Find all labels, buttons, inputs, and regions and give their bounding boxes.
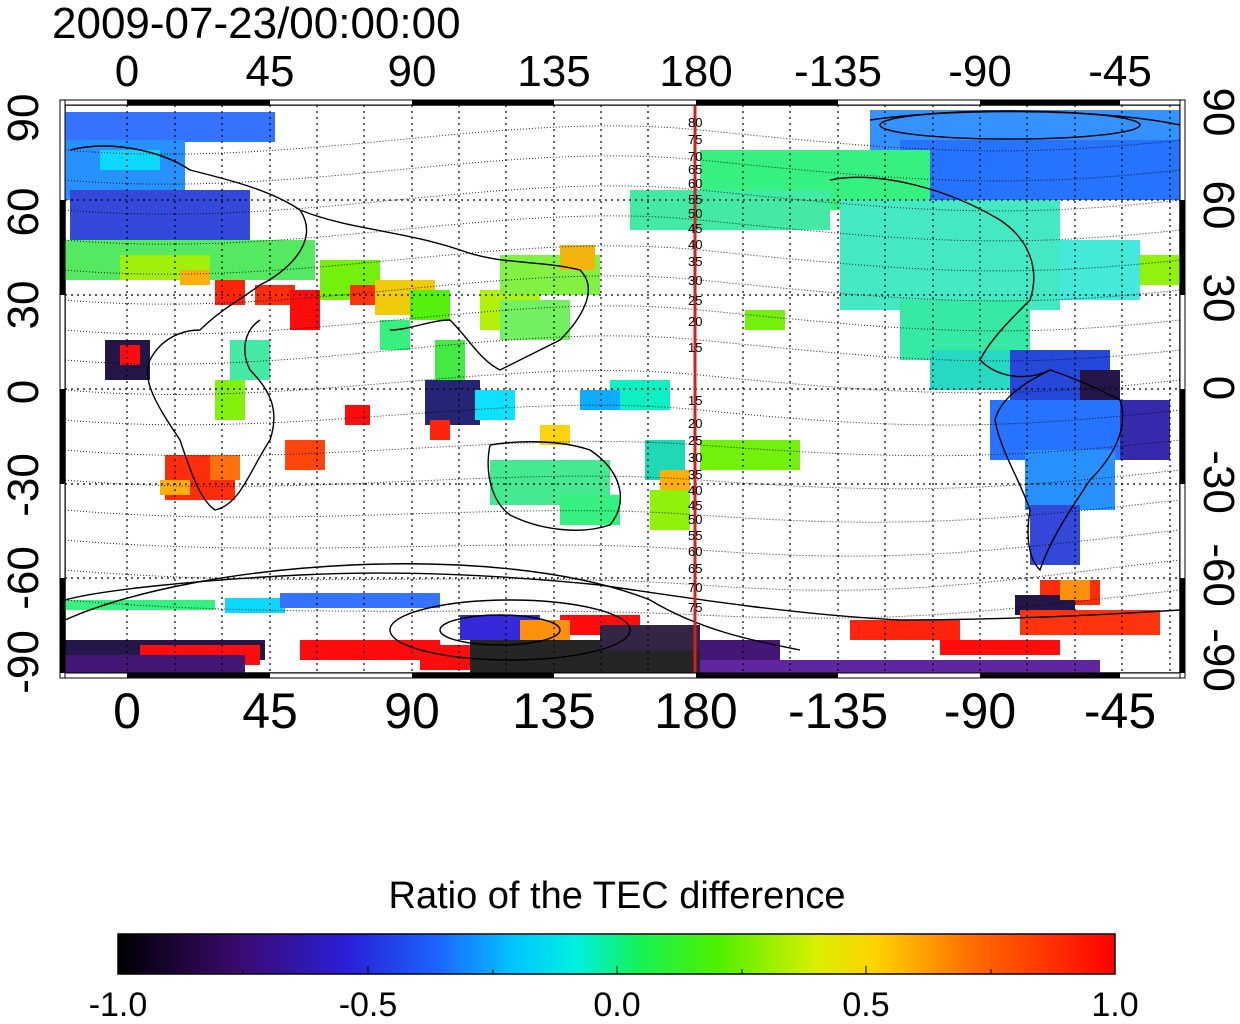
colorbar-tick-label: 1.0 — [1091, 986, 1138, 1024]
meridian-label: 35 — [688, 467, 702, 482]
colorbar-tick-label: 0.0 — [593, 986, 640, 1024]
meridian-labels-south: 15 20 25 30 35 40 45 50 55 60 65 70 75 — [688, 393, 702, 615]
right-lat-tick: -30 — [1194, 450, 1240, 514]
top-lon-tick: 90 — [388, 47, 437, 96]
map-panel: 80 75 70 65 60 55 50 45 40 35 30 25 20 1… — [59, 99, 1186, 679]
top-lon-tick-labels: 0 45 90 135 180 -135 -90 -45 — [115, 47, 1152, 96]
colorbar-tick-label: -1.0 — [89, 986, 148, 1024]
left-lat-tick: 90 — [0, 94, 48, 143]
graticule — [65, 105, 1180, 673]
bottom-lon-tick: 135 — [512, 683, 595, 739]
meridian-label: 75 — [688, 132, 702, 147]
meridian-label: 25 — [688, 293, 702, 308]
coastlines — [65, 145, 1180, 621]
colorbar-title: Ratio of the TEC difference — [389, 875, 846, 917]
map-frame-bars — [59, 99, 1186, 679]
colorbar: Ratio of the TEC difference -1.0 -0.5 0.… — [89, 875, 1139, 1024]
left-lat-tick: 30 — [0, 281, 48, 330]
bottom-lon-tick: 45 — [242, 683, 298, 739]
meridian-label: 15 — [688, 340, 702, 355]
meridian-label: 20 — [688, 416, 702, 431]
meridian-label: 65 — [688, 162, 702, 177]
meridian-label: 30 — [688, 273, 702, 288]
right-lat-tick: 60 — [1194, 181, 1240, 230]
right-lat-tick-labels: 90 60 30 0 -30 -60 -90 — [1194, 88, 1240, 692]
meridian-label: 60 — [688, 176, 702, 191]
left-lat-tick: 60 — [0, 188, 48, 237]
meridian-label: 25 — [688, 433, 702, 448]
meridian-labels-north: 80 75 70 65 60 55 50 45 40 35 30 25 20 1… — [688, 115, 702, 355]
bottom-lon-tick: -135 — [788, 683, 888, 739]
top-lon-tick: -135 — [794, 47, 882, 96]
meridian-label: 65 — [688, 561, 702, 576]
bottom-lon-tick: -45 — [1084, 683, 1156, 739]
meridian-label: 60 — [688, 544, 702, 559]
meridian-label: 50 — [688, 206, 702, 221]
meridian-label: 50 — [688, 512, 702, 527]
bottom-lon-tick: 180 — [654, 683, 737, 739]
meridian-label: 70 — [688, 580, 702, 595]
bottom-lon-tick-labels: 0 45 90 135 180 -135 -90 -45 — [113, 683, 1156, 739]
right-lat-tick: 0 — [1194, 376, 1240, 400]
right-lat-tick: -60 — [1194, 543, 1240, 607]
left-lat-tick: -60 — [0, 546, 48, 610]
meridian-label: 30 — [688, 450, 702, 465]
top-lon-tick: -45 — [1088, 47, 1152, 96]
meridian-label: 40 — [688, 483, 702, 498]
colorbar-tick-label: -0.5 — [339, 986, 398, 1024]
meridian-label: 75 — [688, 600, 702, 615]
colorbar-ticks — [242, 966, 992, 974]
aurora-oval-contours — [65, 110, 1180, 661]
meridian-label: 55 — [688, 192, 702, 207]
meridian-label: 40 — [688, 237, 702, 252]
right-lat-tick: 90 — [1194, 88, 1240, 137]
bottom-lon-tick: -90 — [944, 683, 1016, 739]
left-lat-tick: 0 — [0, 380, 48, 404]
meridian-label: 45 — [688, 221, 702, 236]
meridian-label: 35 — [688, 254, 702, 269]
left-lat-tick-labels: 90 60 30 0 -30 -60 -90 — [0, 94, 48, 694]
top-lon-tick: 135 — [517, 47, 590, 96]
meridian-label: 15 — [688, 393, 702, 408]
meridian-label: 55 — [688, 528, 702, 543]
meridian-label: 45 — [688, 498, 702, 513]
colorbar-tick-labels: -1.0 -0.5 0.0 0.5 1.0 — [89, 986, 1139, 1024]
top-lon-tick: 45 — [246, 47, 295, 96]
meridian-label: 80 — [688, 115, 702, 130]
bottom-lon-tick: 0 — [113, 683, 141, 739]
meridian-label: 20 — [688, 314, 702, 329]
bottom-lon-tick: 90 — [384, 683, 440, 739]
colorbar-tick-label: 0.5 — [842, 986, 889, 1024]
timestamp-title: 2009-07-23/00:00:00 — [52, 0, 461, 48]
top-lon-tick: -90 — [948, 47, 1012, 96]
meridian-label: 70 — [688, 149, 702, 164]
left-lat-tick: -90 — [0, 630, 48, 694]
right-lat-tick: -90 — [1194, 628, 1240, 692]
top-lon-tick: 0 — [115, 47, 139, 96]
left-lat-tick: -30 — [0, 453, 48, 517]
right-lat-tick: 30 — [1194, 274, 1240, 323]
top-lon-tick: 180 — [659, 47, 732, 96]
